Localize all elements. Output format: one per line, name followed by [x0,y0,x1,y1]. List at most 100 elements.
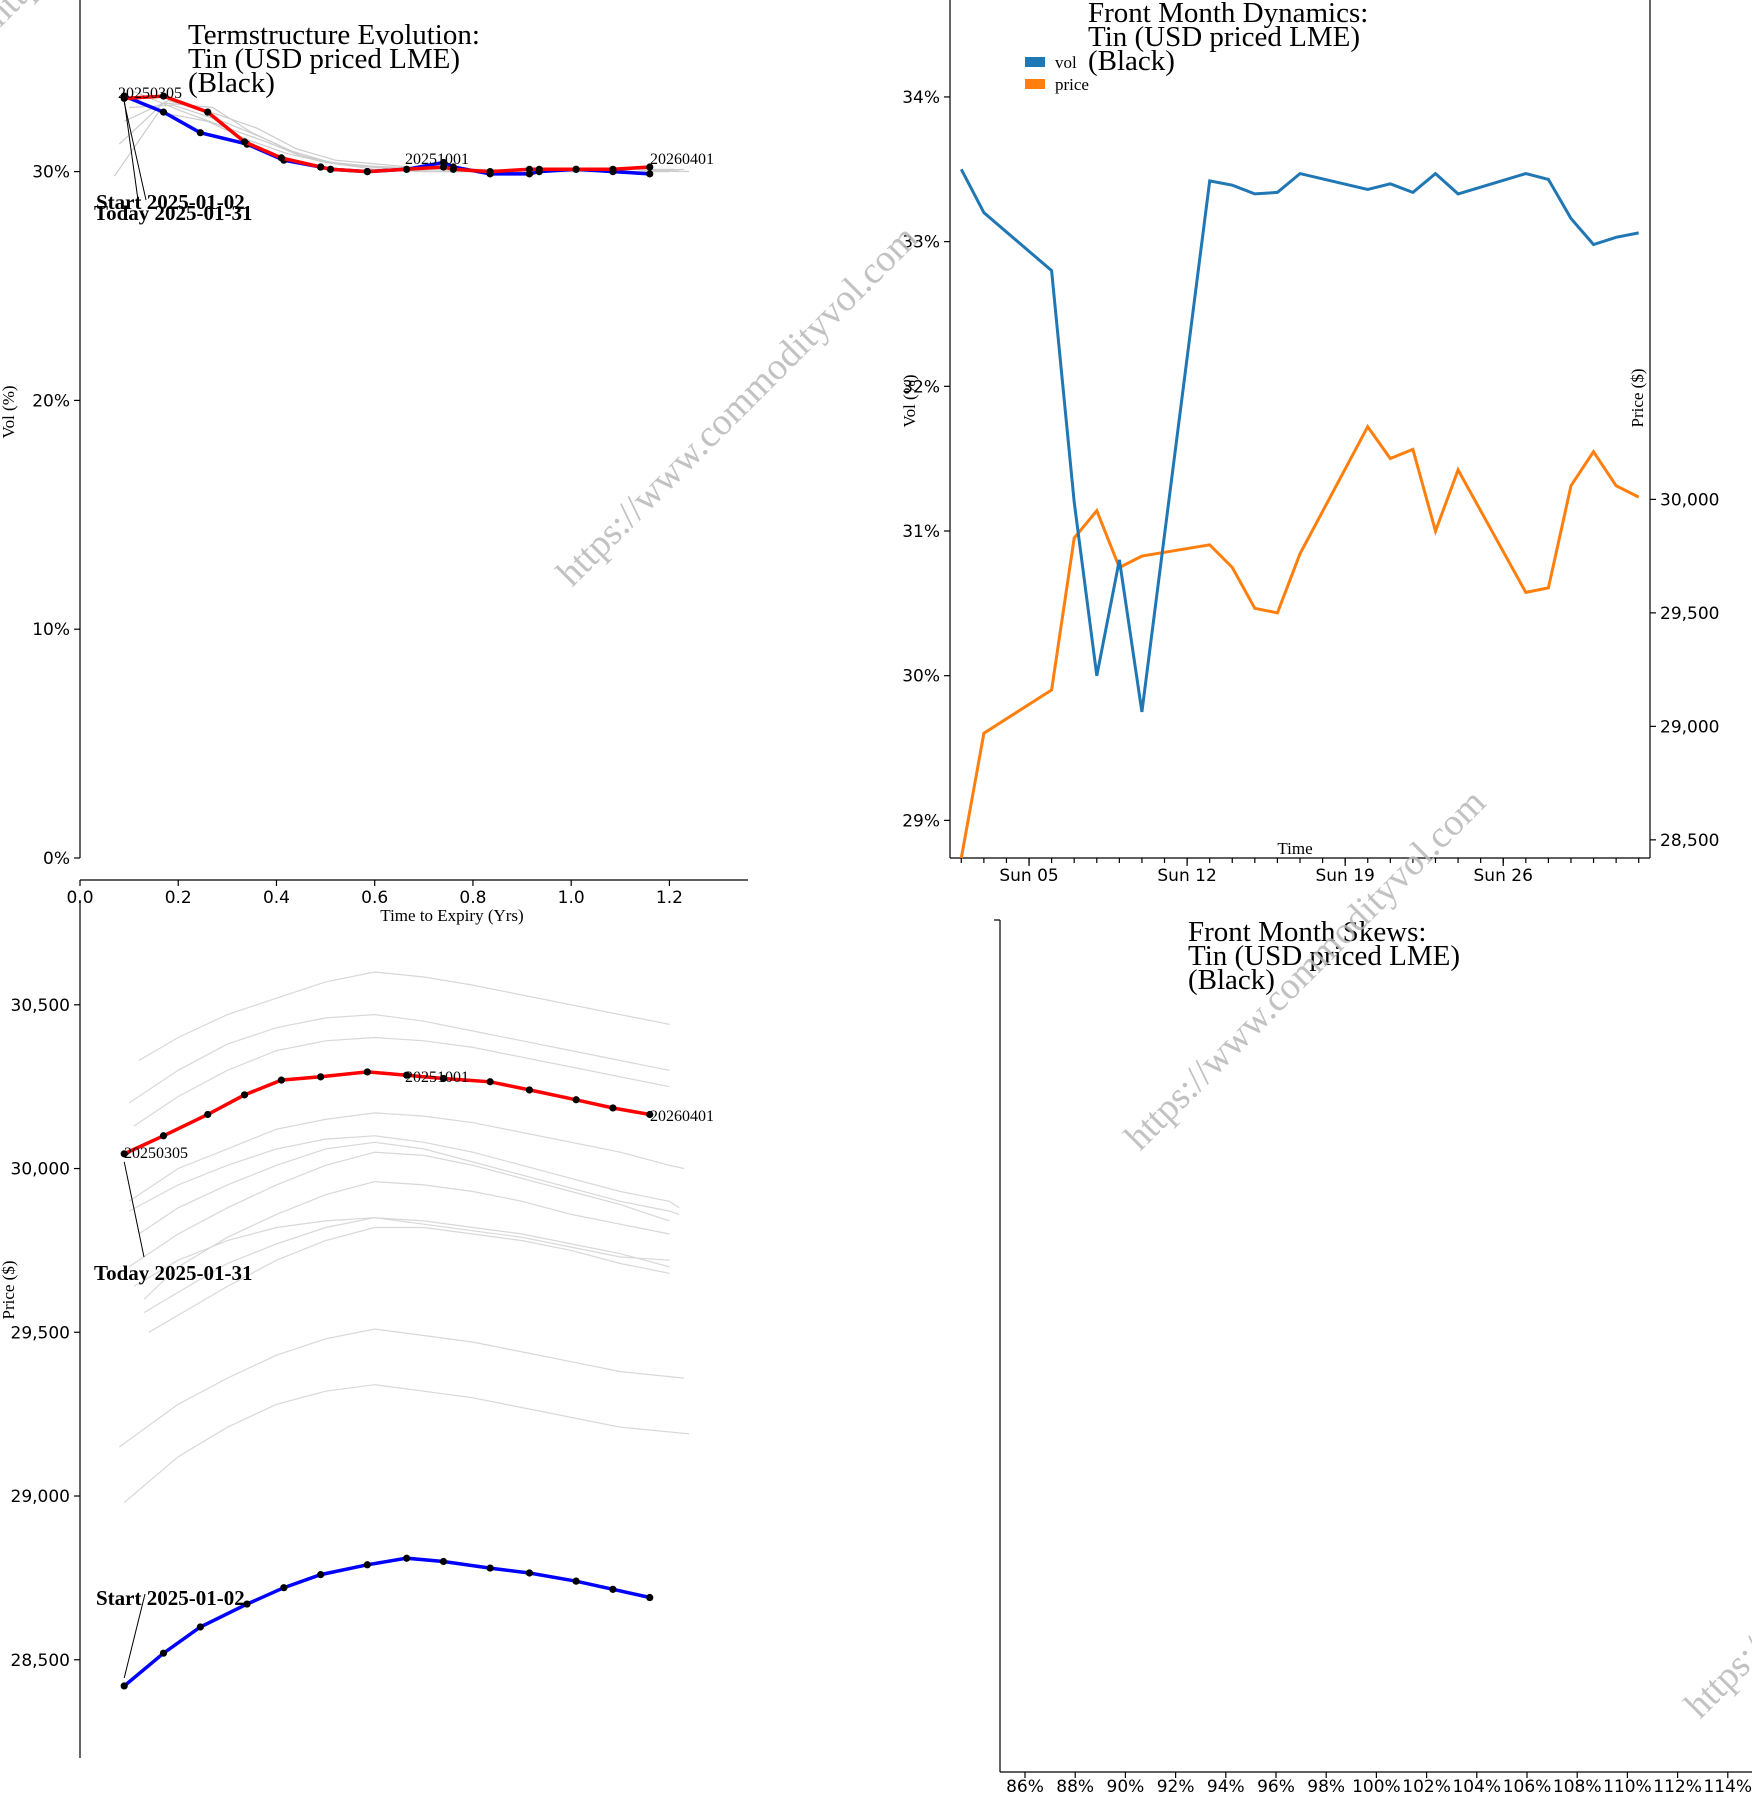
price-start-point [403,1554,411,1562]
term-today-pointer [123,100,139,201]
term-today-point [535,165,543,173]
dyn-y-right-axis-label: Price ($) [1628,368,1647,427]
term-y-tick-label: 20% [32,391,70,411]
term-x-tick-label: 0.6 [361,888,388,908]
dyn-price-line [959,423,1640,859]
skew-x-tick-label: 86% [1006,1777,1044,1796]
price-today-point [525,1086,534,1094]
skew-x-tick-label: 114% [1703,1777,1752,1796]
term-start-point [646,170,654,178]
skew-x-tick-label: 110% [1603,1777,1652,1796]
dyn-title-line1: Front Month Dynamics: [1088,0,1368,29]
legend-label-price: price [1055,75,1089,94]
term-annotation-label: 20251001 [405,151,469,168]
skew-title-line1: Front Month Skews: [1188,916,1426,948]
price-today-point [317,1073,325,1081]
price-y-tick-label: 30,500 [11,996,70,1016]
price-history-line [123,1384,690,1504]
dyn-title-line2: Tin (USD priced LME) [1088,21,1360,53]
price-annotation-label: 20251001 [405,1069,469,1086]
skew-x-tick-label: 90% [1107,1777,1145,1796]
dyn-x-tick-label: Sun 26 [1474,866,1533,886]
term-annotation-label: 20250305 [118,85,182,102]
term-today-point [159,92,168,100]
dyn-y-tick-label: 34% [902,88,940,108]
term-y-axis-label: Vol (%) [0,385,18,438]
price-history-line [148,1226,670,1333]
price-start-point [120,1682,128,1690]
skew-x-tick-label: 100% [1352,1777,1401,1796]
dyn-y-right-tick-label: 30,000 [1660,490,1719,510]
term-today-point [363,168,371,176]
term-today-point [486,168,494,176]
term-today-point [646,163,654,171]
price-today-point [646,1110,654,1119]
price-history-line [128,1013,670,1104]
term-title-line1: Termstructure Evolution: [188,19,480,51]
price-start-line [123,1556,651,1688]
price-history-line [138,971,670,1062]
price-start-point [243,1600,251,1608]
term-today-point [240,138,249,146]
dyn-vol-line [959,168,1639,713]
legend-swatch-price [1025,79,1045,89]
price-history-line [133,1036,670,1127]
skew-title-line3: (Black) [1188,964,1275,996]
term-today-point [277,154,285,162]
price-history-line [128,1135,680,1212]
price-today-point [120,1150,128,1158]
price-start-point [646,1593,654,1602]
term-today-point [120,94,128,102]
price-history-line [128,1112,685,1202]
price-term-structure-chart: Price ($) 28,500 29,000 29,500 30,000 30,500… [0,900,714,1758]
price-today-point [609,1104,617,1112]
price-today-point [204,1110,212,1119]
price-start-point [439,1557,448,1566]
term-x-tick-label: 0.8 [459,888,486,908]
price-y-tick-label: 30,000 [11,1160,70,1180]
term-today-annotation: Today 2025-01-31 [94,201,253,225]
price-start-point [159,1649,168,1657]
legend-swatch-vol [1025,57,1045,67]
price-start-point [525,1569,534,1577]
price-start-point [486,1564,494,1572]
price-start-point [317,1571,325,1579]
term-x-tick-label: 0.2 [165,888,192,908]
price-start-point [609,1585,617,1593]
term-x-tick-label: 0.4 [263,888,290,908]
dyn-x-tick-label: Sun 05 [999,866,1058,886]
dyn-y-tick-label: 33% [902,233,940,253]
watermark-text: https://www.commodityvol.com [1677,1349,1752,1726]
term-y-tick-label: 0% [43,849,70,869]
legend-label-vol: vol [1055,53,1077,72]
term-today-point [609,165,617,173]
price-today-point [159,1132,168,1140]
price-y-axis-label: Price ($) [0,1260,18,1319]
dyn-y-tick-label: 30% [902,667,940,687]
term-structure-vol-chart: Termstructure Evolution: Tin (USD priced… [0,0,748,925]
price-today-annotation: Today 2025-01-31 [94,1261,253,1285]
price-history-line [128,1151,670,1268]
price-start-pointer [123,1593,146,1679]
price-history-line [138,1141,680,1235]
term-start-pointer [123,102,147,201]
skew-x-tick-label: 112% [1653,1777,1702,1796]
watermarks: https://www.commodityvol.com https://www.… [0,0,1752,1726]
term-title-line2: Tin (USD priced LME) [188,43,460,75]
term-x-axis-label: Time to Expiry (Yrs) [380,906,523,925]
price-today-point [439,1074,448,1083]
dyn-y-right-tick-label: 28,500 [1660,831,1719,851]
price-history-line [143,1217,670,1314]
price-history-line [133,1217,670,1287]
skew-x-tick-label: 104% [1452,1777,1501,1796]
term-today-point [449,165,457,173]
price-history-line [118,1328,685,1448]
price-today-point [572,1096,580,1104]
price-y-tick-label: 29,000 [11,1487,70,1507]
skew-x-tick-label: 102% [1402,1777,1451,1796]
skew-x-tick-label: 106% [1503,1777,1552,1796]
price-today-pointer [123,1161,145,1258]
dyn-x-axis-label: Time [1277,839,1312,858]
term-today-point [204,108,212,116]
term-x-tick-label: 0.0 [66,888,93,908]
